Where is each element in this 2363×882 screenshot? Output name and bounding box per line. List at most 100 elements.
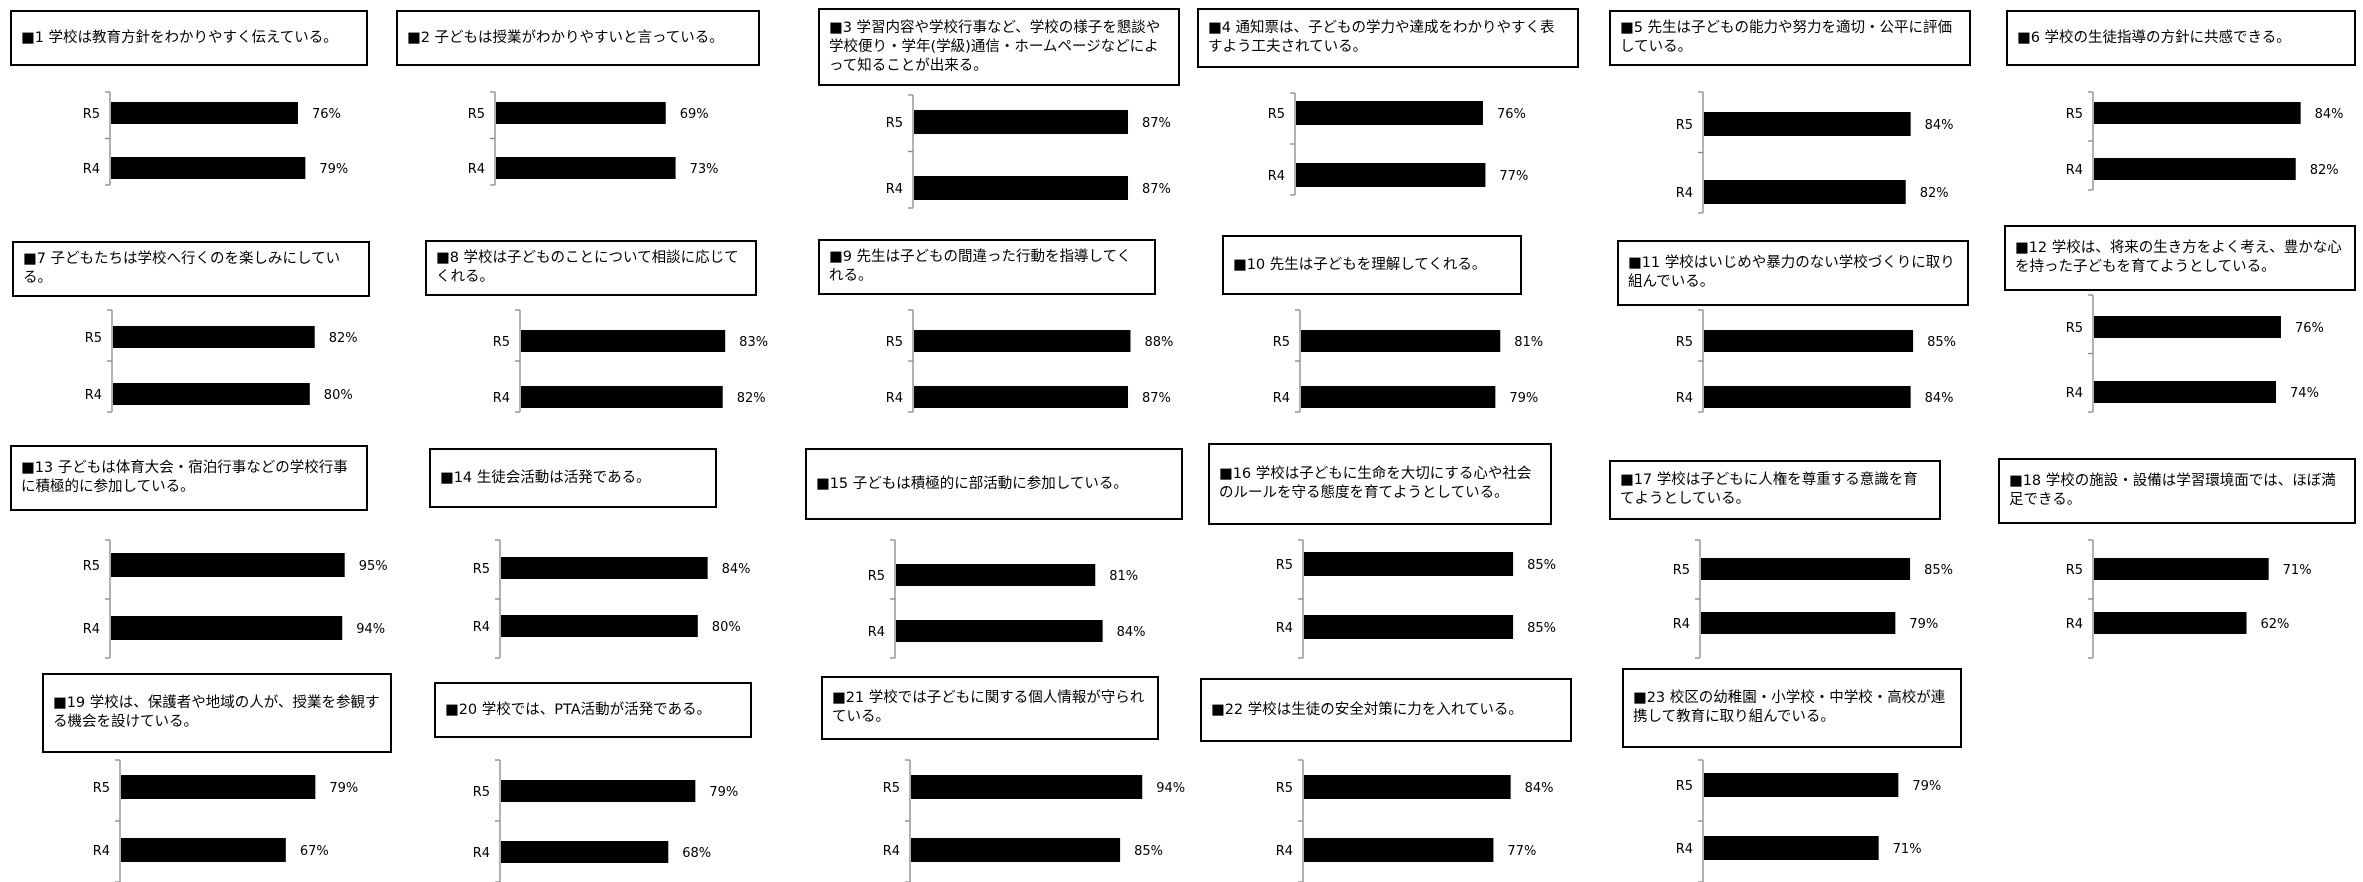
question-box-4: ■4 通知票は、子どもの学力や達成をわかりやすく表すよう工夫されている。 (1197, 8, 1579, 68)
value-label-r5: 79% (709, 785, 738, 800)
value-label-r4: 79% (319, 162, 348, 177)
value-label-r5: 84% (1925, 118, 1954, 133)
bar-r5 (914, 110, 1129, 134)
category-label-r5: R5 (1276, 558, 1293, 573)
bar-r4 (1704, 180, 1906, 204)
question-box-3: ■3 学習内容や学校行事など、学校の様子を懇談や学校便り・学年(学級)通信・ホー… (818, 8, 1180, 86)
bar-r4 (911, 838, 1121, 862)
value-label-r4: 68% (682, 846, 711, 861)
category-label-r4: R4 (1676, 391, 1693, 406)
category-label-r4: R4 (1273, 391, 1290, 406)
chart-title-14: ■14 生徒会活動は活発である。 (440, 469, 651, 486)
bar-r4 (1704, 836, 1879, 860)
category-label-r4: R4 (1676, 186, 1693, 201)
question-box-16: ■16 学校は子どもに生命を大切にする心や社会のルールを守る態度を育てようとして… (1208, 443, 1552, 525)
bar-r5 (1704, 112, 1911, 136)
value-label-r4: 84% (1925, 391, 1954, 406)
category-label-r5: R5 (85, 331, 102, 346)
bar-r5 (1704, 330, 1914, 352)
value-label-r5: 71% (2283, 563, 2312, 578)
chart-title-15: ■15 子どもは積極的に部活動に参加している。 (816, 475, 1128, 492)
value-label-r5: 85% (1927, 335, 1956, 350)
value-label-r4: 87% (1142, 391, 1171, 406)
bar-r5 (914, 330, 1131, 352)
value-label-r5: 69% (680, 107, 709, 122)
category-label-r4: R4 (2066, 163, 2083, 178)
chart-title-16: ■16 学校は子どもに生命を大切にする心や社会のルールを守る態度を育てようとして… (1219, 466, 1532, 501)
category-label-r5: R5 (1676, 335, 1693, 350)
bar-r4 (2094, 158, 2296, 180)
category-label-r4: R4 (473, 846, 490, 861)
question-box-2: ■2 子どもは授業がわかりやすいと言っている。 (396, 10, 760, 66)
value-label-r4: 67% (300, 844, 329, 859)
question-box-8: ■8 学校は子どものことについて相談に応じてくれる。 (425, 240, 757, 296)
category-label-r4: R4 (2066, 617, 2083, 632)
question-box-21: ■21 学校では子どもに関する個人情報が守られている。 (821, 676, 1159, 740)
value-label-r5: 81% (1109, 569, 1138, 584)
chart-title-19: ■19 学校は、保護者や地域の人が、授業を参観する機会を設けている。 (53, 695, 380, 730)
bar-r4 (1701, 612, 1896, 634)
bar-r4 (121, 838, 286, 862)
category-label-r5: R5 (2066, 321, 2083, 336)
category-label-r4: R4 (1276, 621, 1293, 636)
category-label-r4: R4 (1268, 169, 1285, 184)
bar-r5 (1301, 330, 1501, 352)
bar-r4 (2094, 381, 2277, 403)
value-label-r5: 82% (329, 331, 358, 346)
value-label-r5: 84% (722, 562, 751, 577)
value-label-r4: 80% (324, 388, 353, 403)
question-box-7: ■7 子どもたちは学校へ行くのを楽しみにしている。 (12, 241, 370, 297)
chart-title-23: ■23 校区の幼稚園・小学校・中学校・高校が連携して教育に取り組んでいる。 (1633, 690, 1946, 725)
value-label-r5: 83% (739, 335, 768, 350)
bar-r5 (2094, 558, 2269, 580)
category-label-r4: R4 (93, 844, 110, 859)
category-label-r4: R4 (868, 625, 885, 640)
category-label-r4: R4 (493, 391, 510, 406)
chart-title-12: ■12 学校は、将来の生き方をよく考え、豊かな心を持った子どもを育てようとしてい… (2015, 240, 2342, 275)
category-label-r4: R4 (2066, 386, 2083, 401)
value-label-r5: 85% (1924, 563, 1953, 578)
value-label-r4: 73% (690, 162, 719, 177)
value-label-r5: 84% (2315, 107, 2344, 122)
category-label-r4: R4 (473, 620, 490, 635)
chart-title-11: ■11 学校はいじめや暴力のない学校づくりに取り組んでいる。 (1628, 255, 1955, 290)
chart-title-17: ■17 学校は子どもに人権を尊重する意識を育てようとしている。 (1620, 472, 1918, 507)
chart-title-8: ■8 学校は子どものことについて相談に応じてくれる。 (436, 250, 739, 285)
category-label-r5: R5 (2066, 107, 2083, 122)
category-label-r5: R5 (1268, 107, 1285, 122)
value-label-r4: 82% (737, 391, 766, 406)
question-box-15: ■15 子どもは積極的に部活動に参加している。 (805, 448, 1183, 520)
question-box-19: ■19 学校は、保護者や地域の人が、授業を参観する機会を設けている。 (42, 673, 392, 753)
bar-r5 (911, 775, 1143, 799)
question-box-18: ■18 学校の施設・設備は学習環境面では、ほぼ満足できる。 (1998, 458, 2356, 524)
category-label-r5: R5 (868, 569, 885, 584)
bar-r5 (501, 557, 708, 579)
chart-title-4: ■4 通知票は、子どもの学力や達成をわかりやすく表すよう工夫されている。 (1208, 20, 1555, 55)
value-label-r4: 82% (1920, 186, 1949, 201)
value-label-r5: 76% (1497, 107, 1526, 122)
chart-title-7: ■7 子どもたちは学校へ行くのを楽しみにしている。 (23, 251, 341, 286)
bar-r4 (1296, 163, 1486, 187)
bar-r5 (896, 564, 1096, 586)
value-label-r4: 77% (1499, 169, 1528, 184)
value-label-r4: 62% (2261, 617, 2290, 632)
category-label-r5: R5 (1673, 563, 1690, 578)
chart-title-1: ■1 学校は教育方針をわかりやすく伝えている。 (21, 29, 338, 46)
value-label-r5: 88% (1144, 335, 1173, 350)
category-label-r5: R5 (2066, 563, 2083, 578)
bar-r5 (111, 102, 298, 124)
category-label-r4: R4 (1276, 844, 1293, 859)
bar-r5 (2094, 316, 2281, 338)
category-label-r4: R4 (883, 844, 900, 859)
bar-r4 (496, 157, 676, 179)
value-label-r5: 79% (1912, 779, 1941, 794)
value-label-r4: 77% (1507, 844, 1536, 859)
value-label-r4: 87% (1142, 182, 1171, 197)
category-label-r4: R4 (1673, 617, 1690, 632)
category-label-r5: R5 (93, 781, 110, 796)
value-label-r5: 87% (1142, 116, 1171, 131)
bar-r4 (113, 383, 310, 405)
bar-r5 (1701, 558, 1911, 580)
bar-r4 (1704, 386, 1911, 408)
question-box-13: ■13 子どもは体育大会・宿泊行事などの学校行事に積極的に参加している。 (10, 445, 368, 511)
